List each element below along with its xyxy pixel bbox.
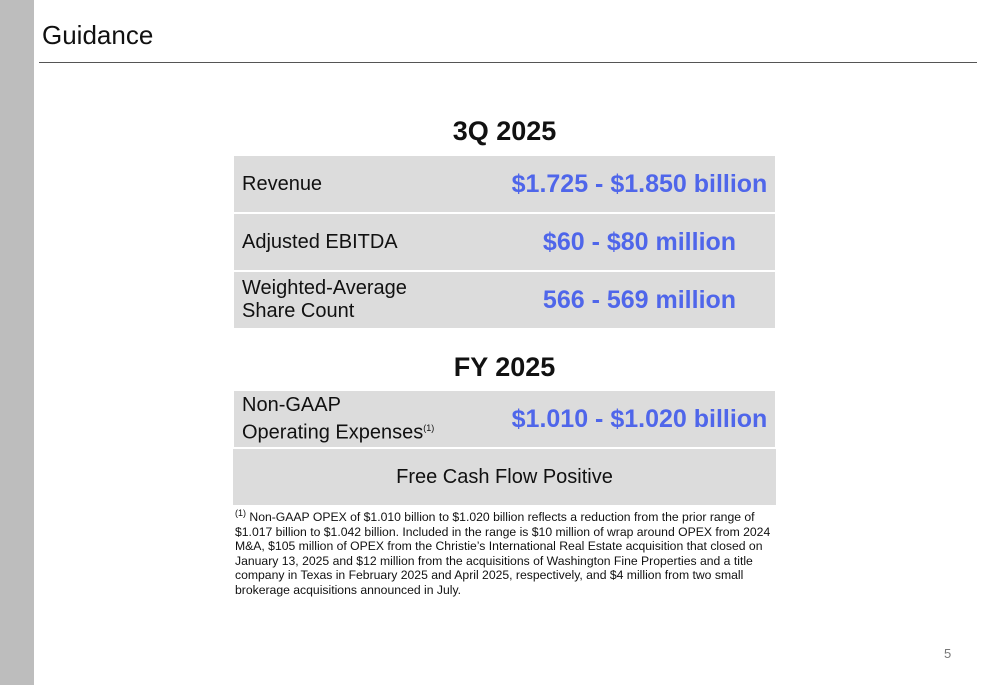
row-value: $60 - $80 million — [542, 227, 737, 256]
section-heading-3q: 3Q 2025 — [452, 116, 557, 146]
footnote-text: Non-GAAP OPEX of $1.010 billion to $1.02… — [235, 510, 771, 597]
footnote: (1) Non-GAAP OPEX of $1.010 billion to $… — [235, 506, 775, 597]
row-label: Adjusted EBITDA — [242, 230, 398, 253]
label-line2: Operating Expenses — [242, 421, 424, 444]
row-fcf: Free Cash Flow Positive — [233, 449, 776, 505]
row-value: $1.725 - $1.850 billion — [511, 169, 768, 198]
row-label: Non-GAAP Operating Expenses(1) — [242, 391, 434, 447]
side-bar — [0, 0, 34, 685]
label-line2: Share Count — [242, 300, 355, 322]
section-heading-fy: FY 2025 — [453, 352, 556, 382]
row-opex: Non-GAAP Operating Expenses(1) $1.010 - $… — [234, 391, 775, 447]
title-divider — [39, 62, 977, 63]
footnote-marker: (1) — [235, 508, 246, 518]
row-adjusted-ebitda: Adjusted EBITDA $60 - $80 million — [234, 214, 775, 270]
row-label: Weighted-Average Share Count — [242, 272, 407, 328]
page-number: 5 — [944, 646, 952, 661]
row-value: $1.010 - $1.020 billion — [511, 404, 768, 433]
label-line1: Non-GAAP — [242, 393, 341, 416]
row-value: 566 - 569 million — [542, 285, 737, 314]
footnote-ref: (1) — [423, 422, 435, 433]
fcf-text: Free Cash Flow Positive — [396, 465, 613, 488]
row-label: Revenue — [242, 172, 323, 195]
row-share-count: Weighted-Average Share Count 566 - 569 mi… — [234, 272, 775, 328]
row-revenue: Revenue $1.725 - $1.850 billion — [234, 156, 775, 212]
page-title: Guidance — [42, 20, 154, 50]
label-line1: Weighted-Average — [242, 277, 407, 299]
